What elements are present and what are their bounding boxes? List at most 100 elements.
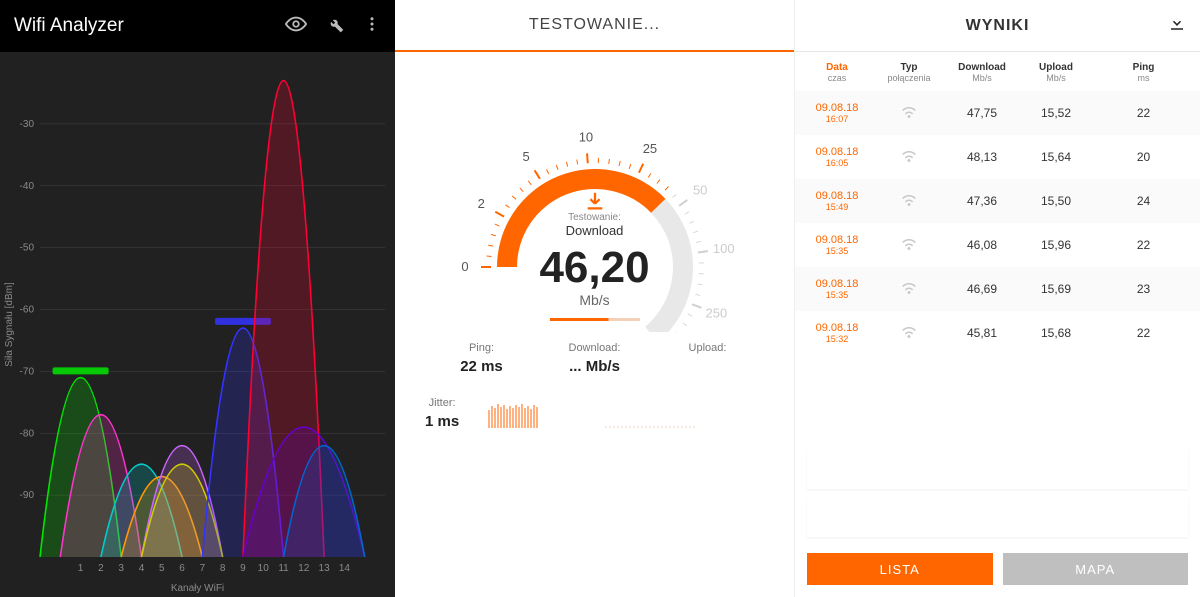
result-date: 09.08.1815:32	[801, 322, 873, 344]
results-blank-row	[807, 497, 1188, 537]
result-download: 46,69	[945, 282, 1019, 296]
download-value: ... Mb/s	[538, 358, 651, 375]
svg-text:10: 10	[578, 129, 592, 144]
svg-text:2: 2	[477, 196, 484, 211]
wifi-title: Wifi Analyzer	[14, 15, 267, 37]
wifi-icon	[873, 235, 945, 256]
result-upload: 15,52	[1019, 106, 1093, 120]
svg-text:0: 0	[461, 259, 468, 274]
header-upload: Upload	[1039, 62, 1073, 73]
result-date: 09.08.1815:35	[801, 278, 873, 300]
header-date: Data	[826, 62, 848, 73]
svg-text:4: 4	[139, 563, 145, 574]
result-date: 09.08.1815:49	[801, 190, 873, 212]
metrics-row: Ping: 22 ms Download: ... Mb/s Upload:	[395, 332, 794, 389]
header-ping: Ping	[1133, 62, 1155, 73]
svg-text:-30: -30	[20, 119, 35, 130]
header-type-sub: połączenia	[873, 73, 945, 83]
result-upload: 15,64	[1019, 150, 1093, 164]
result-download: 47,75	[945, 106, 1019, 120]
result-upload: 15,50	[1019, 194, 1093, 208]
wifi-icon	[873, 103, 945, 124]
eye-icon[interactable]	[285, 13, 307, 40]
svg-text:9: 9	[240, 563, 246, 574]
results-header: Dataczas Typpołączenia DownloadMb/s Uplo…	[795, 52, 1200, 91]
wifi-signal-chart: -30-40-50-60-70-80-901234567891011121314…	[0, 52, 395, 597]
svg-text:11: 11	[278, 563, 289, 574]
gauge-testing-value: Download	[539, 223, 649, 238]
result-ping: 24	[1093, 194, 1194, 208]
result-row[interactable]: 09.08.1816:05 48,13 15,64 20	[795, 135, 1200, 179]
wifi-header: Wifi Analyzer	[0, 0, 395, 52]
wifi-icon	[873, 147, 945, 168]
result-date: 09.08.1815:35	[801, 234, 873, 256]
result-date: 09.08.1816:05	[801, 146, 873, 168]
tab-results[interactable]: WYNIKI	[795, 0, 1200, 52]
result-upload: 15,69	[1019, 282, 1093, 296]
header-download-sub: Mb/s	[945, 73, 1019, 83]
result-row[interactable]: 09.08.1815:35 46,69 15,69 23	[795, 267, 1200, 311]
result-download: 46,08	[945, 238, 1019, 252]
jitter-value: 1 ms	[425, 413, 459, 430]
wifi-icon	[873, 191, 945, 212]
ping-value: 22 ms	[425, 358, 538, 375]
results-buttons: LISTA MAPA	[795, 541, 1200, 597]
svg-text:100: 100	[712, 241, 734, 256]
gauge-area: 025102550100250500 Testowanie: Download …	[395, 52, 794, 597]
jitter-row: Jitter: 1 ms	[395, 389, 794, 446]
svg-text:-60: -60	[20, 305, 35, 316]
svg-text:14: 14	[339, 563, 351, 574]
download-icon[interactable]	[1168, 14, 1186, 37]
tab-testing[interactable]: TESTOWANIE...	[395, 0, 794, 52]
svg-text:-80: -80	[20, 428, 35, 439]
svg-text:2: 2	[98, 563, 104, 574]
jitter-label: Jitter:	[425, 397, 459, 409]
svg-text:1: 1	[78, 563, 84, 574]
svg-text:6: 6	[179, 563, 185, 574]
header-date-sub: czas	[801, 73, 873, 83]
svg-text:25: 25	[642, 141, 656, 156]
svg-text:13: 13	[319, 563, 331, 574]
svg-text:5: 5	[522, 149, 529, 164]
result-download: 47,36	[945, 194, 1019, 208]
result-upload: 15,96	[1019, 238, 1093, 252]
header-ping-sub: ms	[1093, 73, 1194, 83]
svg-text:7: 7	[200, 563, 206, 574]
gauge-testing-label: Testowanie:	[539, 212, 649, 223]
map-button[interactable]: MAPA	[1003, 553, 1189, 585]
ping-label: Ping:	[425, 342, 538, 354]
svg-text:-40: -40	[20, 181, 35, 192]
svg-text:8: 8	[220, 563, 226, 574]
result-ping: 22	[1093, 238, 1194, 252]
svg-text:-70: -70	[20, 366, 35, 377]
gauge-progress-bar	[549, 318, 639, 321]
svg-text:-90: -90	[20, 490, 35, 501]
speedtest-panel: TESTOWANIE... 025102550100250500 Testowa…	[395, 0, 1200, 597]
tab-results-label: WYNIKI	[966, 17, 1030, 35]
svg-text:250: 250	[705, 306, 727, 321]
result-ping: 20	[1093, 150, 1194, 164]
svg-text:10: 10	[258, 563, 270, 574]
download-label: Download:	[538, 342, 651, 354]
svg-text:50: 50	[692, 183, 706, 198]
menu-icon[interactable]	[363, 15, 381, 38]
result-row[interactable]: 09.08.1816:07 47,75 15,52 22	[795, 91, 1200, 135]
list-button[interactable]: LISTA	[807, 553, 993, 585]
upload-sparkline	[605, 400, 695, 428]
svg-text:5: 5	[159, 563, 165, 574]
result-date: 09.08.1816:07	[801, 102, 873, 124]
result-upload: 15,68	[1019, 326, 1093, 340]
results-body: 09.08.1816:07 47,75 15,52 22 09.08.1816:…	[795, 91, 1200, 445]
result-row[interactable]: 09.08.1815:49 47,36 15,50 24	[795, 179, 1200, 223]
upload-label: Upload:	[651, 342, 764, 354]
result-ping: 22	[1093, 326, 1194, 340]
speedtest-testing-pane: TESTOWANIE... 025102550100250500 Testowa…	[395, 0, 795, 597]
wrench-icon[interactable]	[325, 14, 345, 39]
result-row[interactable]: 09.08.1815:35 46,08 15,96 22	[795, 223, 1200, 267]
gauge-speed-value: 46,20	[539, 246, 649, 290]
download-sparkline	[487, 400, 577, 428]
svg-text:Kanały WiFi: Kanały WiFi	[171, 583, 224, 594]
tab-testing-label: TESTOWANIE...	[529, 16, 660, 34]
result-ping: 23	[1093, 282, 1194, 296]
result-row[interactable]: 09.08.1815:32 45,81 15,68 22	[795, 311, 1200, 355]
